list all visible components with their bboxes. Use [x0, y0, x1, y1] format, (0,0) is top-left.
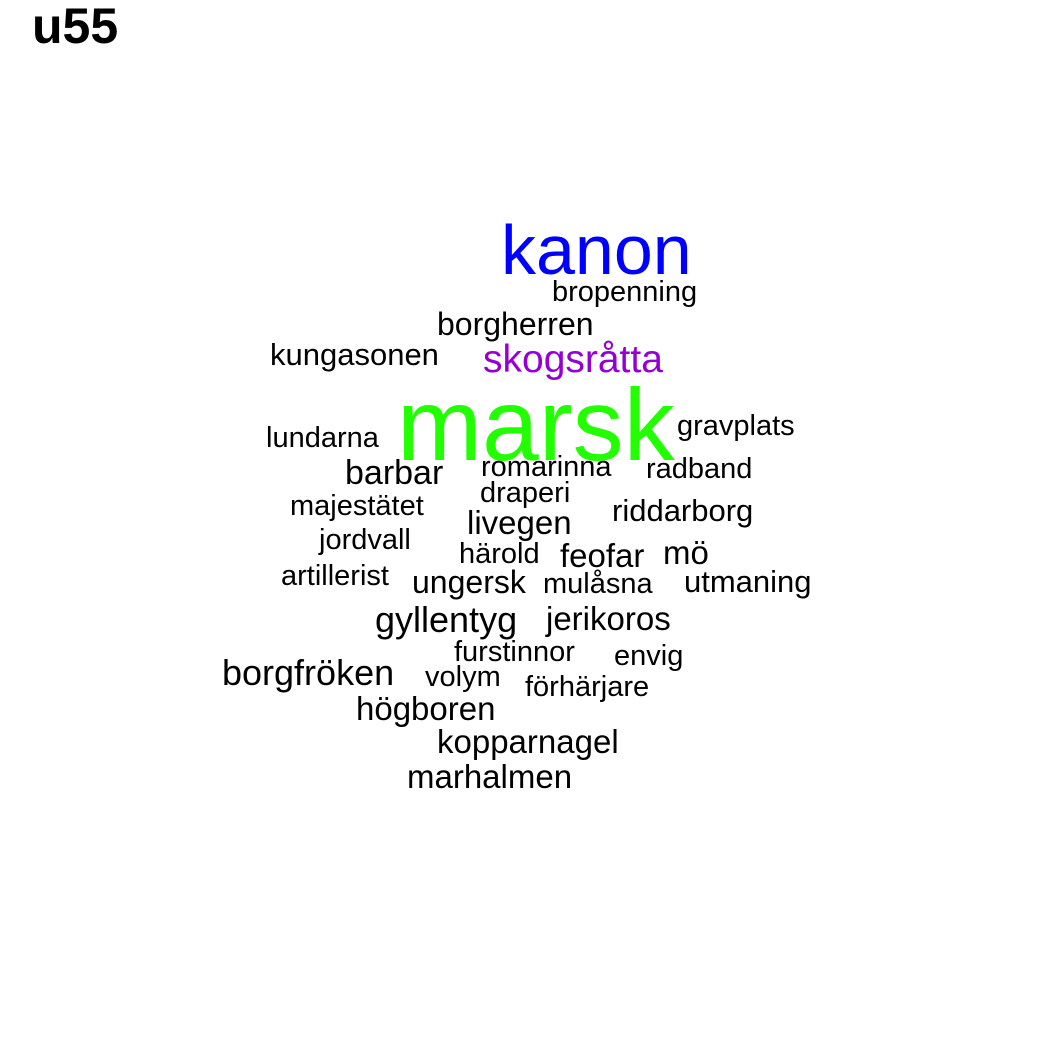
word-mulasna: mulåsna	[543, 568, 653, 600]
word-lundarna: lundarna	[266, 422, 379, 454]
word-hogboren: högboren	[356, 690, 496, 727]
word-bropenning: bropenning	[552, 276, 698, 308]
word-utmaning: utmaning	[684, 564, 812, 599]
word-forharjare: förhärjare	[525, 671, 650, 703]
word-mo: mö	[663, 534, 709, 571]
word-radband: radband	[646, 453, 753, 485]
word-kungasonen: kungasonen	[270, 337, 439, 372]
word-borgfroken: borgfröken	[222, 652, 395, 693]
word-romarinna: romarinna	[481, 451, 612, 483]
word-gravplats: gravplats	[677, 410, 795, 442]
word-feofar: feofar	[560, 537, 645, 574]
word-kopparnagel: kopparnagel	[437, 723, 619, 760]
word-volym: volym	[425, 661, 501, 693]
word-ungersk: ungersk	[412, 564, 526, 600]
word-gyllentyg: gyllentyg	[375, 599, 518, 640]
word-riddarborg: riddarborg	[612, 493, 754, 528]
word-artillerist: artillerist	[281, 560, 389, 592]
word-barbar: barbar	[345, 454, 444, 492]
word-jordvall: jordvall	[319, 524, 411, 556]
word-kanon: kanon	[501, 211, 692, 289]
word-livegen: livegen	[467, 504, 572, 541]
word-skogsratta: skogsråtta	[483, 338, 663, 381]
word-harold: härold	[459, 538, 540, 570]
word-draperi: draperi	[480, 477, 571, 509]
word-borgherren: borgherren	[437, 306, 594, 342]
word-envig: envig	[614, 640, 684, 672]
word-marsk: marsk	[397, 368, 675, 482]
word-jerikoros: jerikoros	[546, 600, 671, 637]
word-furstinnor: furstinnor	[454, 636, 575, 668]
word-majestatet: majestätet	[290, 490, 424, 522]
word-marhalmen: marhalmen	[407, 758, 573, 795]
page-title: u55	[32, 0, 119, 54]
